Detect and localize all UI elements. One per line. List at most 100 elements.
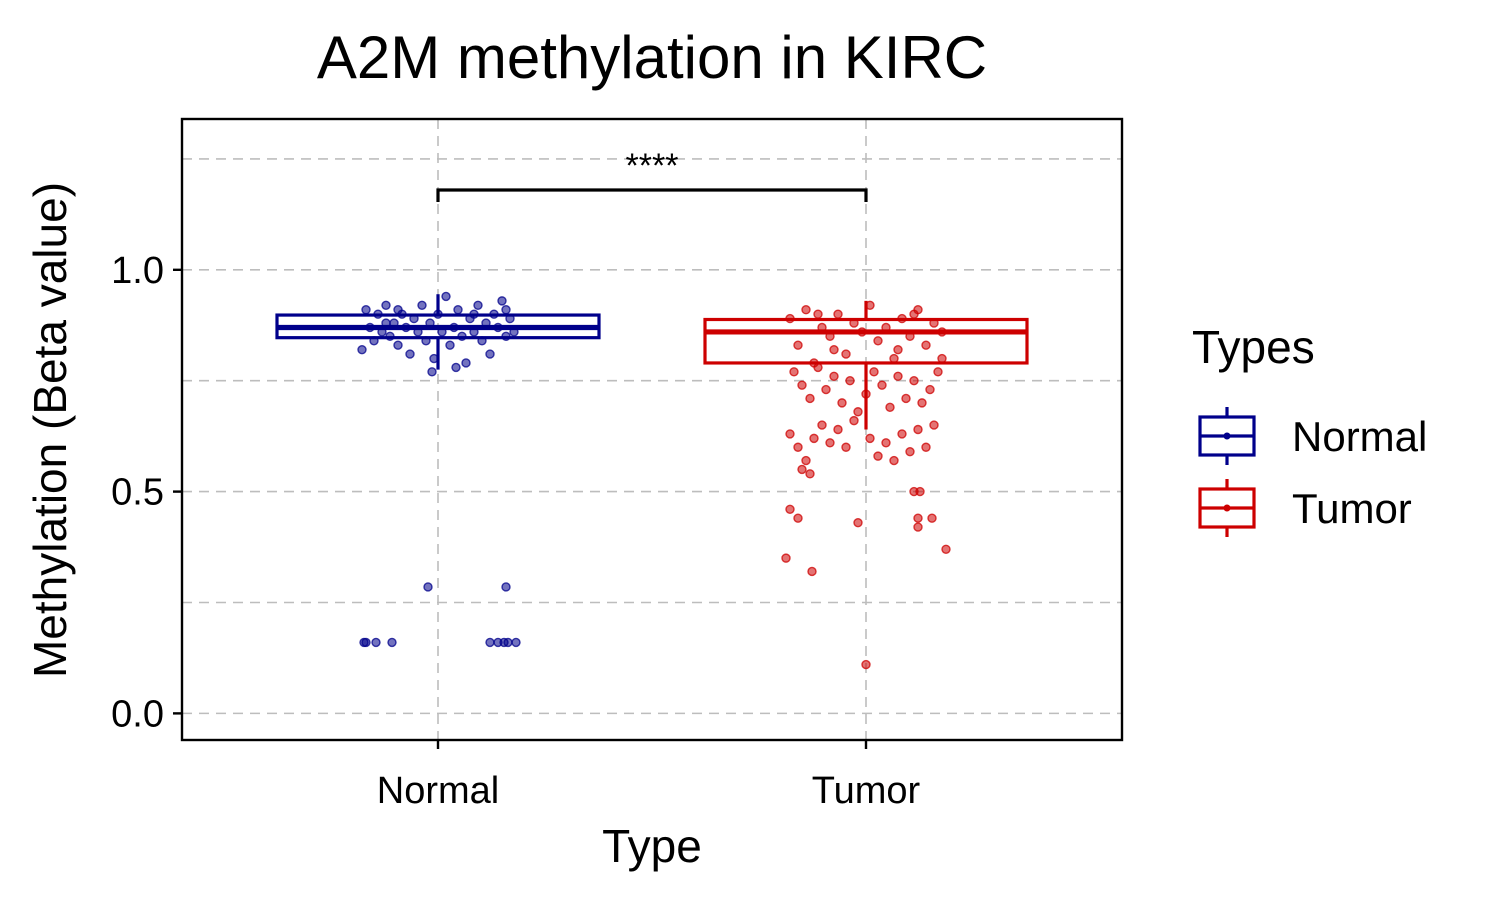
data-point (897, 313, 907, 324)
y-tick-label: 0.0 (111, 693, 164, 735)
data-point (505, 313, 515, 324)
data-point (881, 322, 891, 333)
data-point (481, 318, 491, 328)
data-point (865, 433, 875, 444)
data-point (805, 469, 815, 479)
data-point (381, 300, 391, 310)
data-point (817, 420, 827, 430)
outlier-point (913, 522, 923, 532)
plot-data: **** (275, 147, 1029, 670)
data-point (861, 389, 871, 399)
data-point (809, 433, 819, 444)
data-point (485, 349, 495, 359)
data-point (937, 327, 947, 337)
data-point (921, 340, 931, 350)
legend-key-point (1223, 504, 1231, 512)
data-point (857, 327, 867, 337)
data-point (905, 331, 915, 342)
plot-panel-border (180, 117, 1124, 742)
legend-title: Types (1192, 321, 1315, 373)
legend-key-point (1223, 432, 1231, 440)
outlier-point (387, 637, 397, 648)
data-point (865, 300, 875, 310)
data-point (417, 300, 427, 310)
y-tick-label: 0.5 (111, 472, 164, 514)
series-tumor (703, 300, 1029, 670)
data-point (825, 438, 835, 448)
data-point (909, 309, 919, 319)
data-point (393, 340, 403, 350)
data-point (833, 309, 843, 319)
legend-entry-tumor: Tumor (1198, 479, 1412, 537)
data-point (841, 349, 851, 359)
data-point (501, 305, 511, 315)
data-point (845, 376, 855, 386)
data-point (873, 336, 883, 346)
data-point (449, 322, 459, 333)
outlier-point (371, 637, 381, 648)
data-point (893, 344, 903, 355)
data-point (381, 318, 391, 328)
data-point (797, 464, 807, 475)
data-point (365, 322, 375, 333)
outlier-point (915, 486, 925, 497)
data-point (901, 393, 911, 404)
data-point (829, 344, 839, 355)
bracket-line (436, 188, 868, 202)
data-point (821, 384, 831, 395)
data-point (833, 424, 843, 435)
data-point (933, 367, 943, 377)
data-point (849, 415, 859, 426)
grid-lines (182, 119, 1122, 740)
outlier-point (785, 504, 795, 515)
data-point (793, 442, 803, 452)
outlier-point (861, 659, 871, 670)
data-point (497, 296, 507, 306)
data-point (889, 353, 899, 364)
data-point (369, 336, 379, 346)
data-point (825, 331, 835, 342)
data-point (385, 331, 395, 342)
box-iqr (703, 317, 1029, 365)
significance-bracket: **** (436, 147, 868, 202)
data-point (401, 322, 411, 333)
outlier-point (913, 513, 923, 523)
data-point (921, 442, 931, 452)
outlier-point (781, 553, 791, 563)
data-point (793, 340, 803, 350)
outlier-point (511, 637, 521, 648)
data-point (869, 367, 879, 377)
data-point (477, 336, 487, 346)
outlier-point (927, 513, 937, 523)
legend-entry-normal: Normal (1198, 407, 1427, 465)
outlier-point (485, 637, 495, 648)
y-axis-title: Methylation (Beta value) (24, 182, 76, 678)
data-point (925, 384, 935, 395)
data-point (885, 402, 895, 413)
x-tick-label: Normal (377, 770, 499, 812)
outlier-point (361, 637, 371, 648)
data-point (457, 331, 467, 342)
outlier-point (503, 637, 513, 648)
data-point (357, 344, 367, 355)
data-point (913, 424, 923, 435)
outlier-point (941, 544, 951, 554)
data-point (813, 309, 823, 319)
data-point (437, 327, 447, 337)
outlier-point (423, 582, 433, 592)
data-point (785, 313, 795, 324)
x-axis-title: Type (602, 820, 702, 872)
data-point (501, 331, 511, 342)
data-point (801, 305, 811, 315)
data-point (849, 318, 859, 328)
data-point (393, 305, 403, 315)
data-point (425, 318, 435, 328)
data-point (493, 322, 503, 333)
data-point (789, 367, 799, 377)
data-point (413, 327, 423, 337)
legend-label: Normal (1292, 413, 1427, 460)
data-point (917, 398, 927, 408)
data-point (873, 451, 883, 461)
data-point (893, 371, 903, 381)
